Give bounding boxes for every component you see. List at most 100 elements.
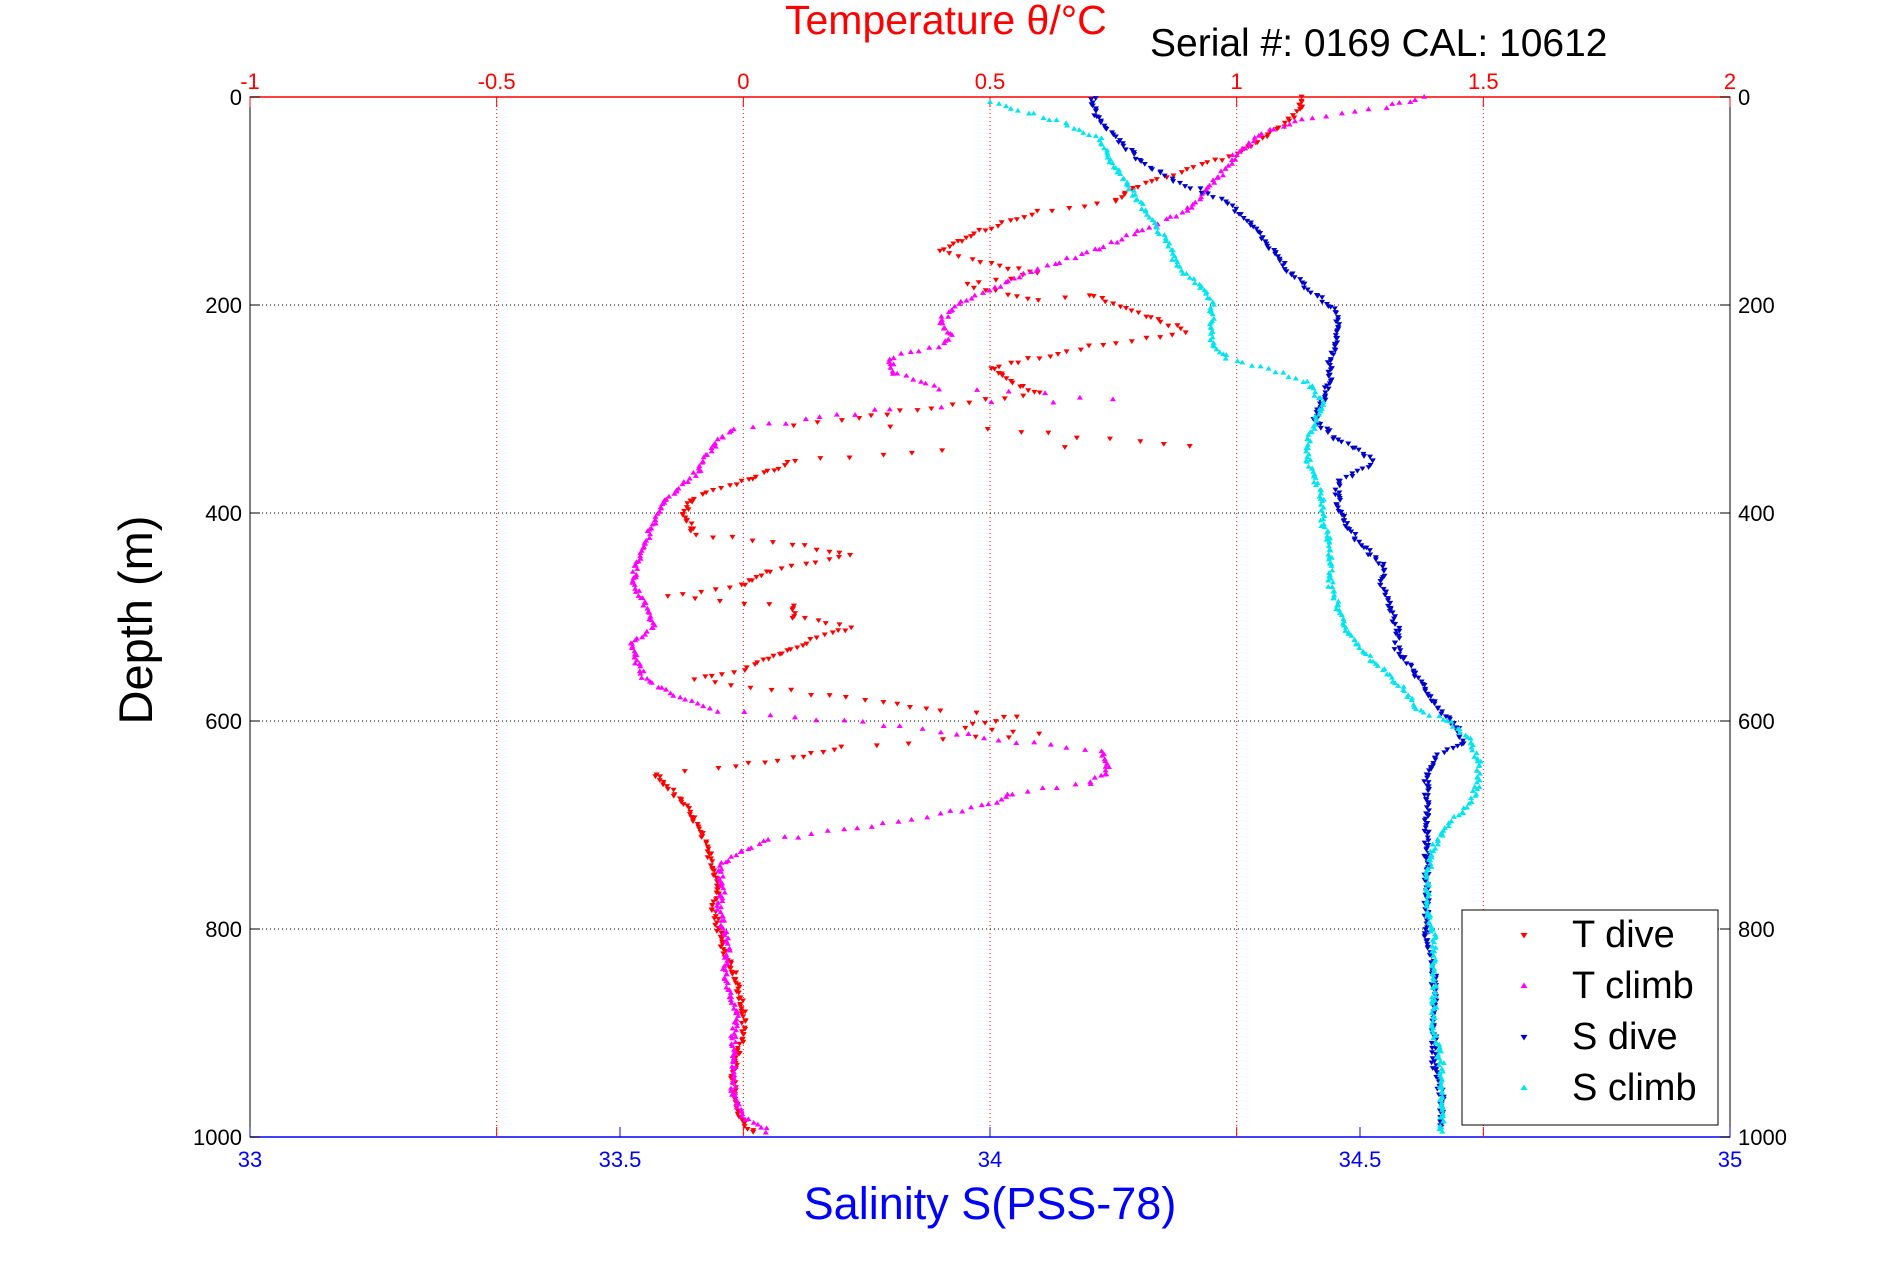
depth-tick-label-right: 1000: [1738, 1125, 1787, 1150]
data-point: [756, 841, 763, 847]
data-point: [1421, 828, 1428, 834]
data-point: [708, 908, 715, 913]
data-point: [974, 387, 981, 392]
data-point: [1170, 179, 1177, 184]
data-point: [1430, 952, 1437, 958]
data-point: [1013, 740, 1020, 746]
data-point: [838, 744, 845, 750]
data-point: [1090, 293, 1097, 299]
data-point: [1196, 281, 1203, 287]
data-point: [1424, 918, 1431, 924]
data-point: [789, 542, 796, 548]
data-point: [1408, 663, 1415, 669]
data-point: [1429, 1066, 1436, 1071]
data-point: [914, 408, 921, 413]
data-point: [776, 652, 783, 657]
data-point: [729, 534, 736, 540]
data-point: [1432, 1046, 1439, 1051]
data-point: [718, 936, 725, 942]
data-point: [720, 951, 727, 957]
data-point: [963, 235, 970, 241]
data-point: [1325, 583, 1332, 589]
data-point: [689, 499, 696, 505]
data-point: [1209, 328, 1216, 334]
data-point: [719, 895, 726, 901]
data-point: [1128, 308, 1135, 314]
data-point: [690, 496, 697, 502]
data-point: [1431, 966, 1438, 971]
data-point: [879, 820, 886, 826]
data-point: [723, 971, 730, 977]
data-point: [862, 697, 869, 703]
data-point: [1001, 396, 1008, 402]
data-point: [712, 587, 719, 593]
data-point: [629, 578, 636, 583]
data-point: [1444, 747, 1451, 753]
data-point: [1468, 799, 1475, 805]
depth-tick-label-right: 0: [1738, 85, 1750, 110]
data-point: [712, 922, 719, 928]
data-point: [1432, 993, 1439, 999]
data-point: [771, 468, 778, 474]
data-point: [1099, 295, 1106, 301]
data-point: [642, 631, 649, 637]
data-point: [968, 295, 975, 301]
data-point: [1427, 926, 1434, 931]
data-point: [1434, 706, 1441, 712]
data-point: [1128, 339, 1135, 345]
data-point: [631, 651, 638, 657]
data-point: [664, 786, 671, 792]
data-point: [750, 1130, 757, 1135]
data-point: [1316, 411, 1323, 417]
data-point: [633, 657, 640, 663]
data-point: [1307, 457, 1314, 462]
data-point: [1439, 1068, 1446, 1074]
data-point: [1473, 791, 1480, 797]
data-point: [1421, 682, 1428, 688]
data-point: [1134, 184, 1141, 190]
data-point: [1211, 179, 1218, 185]
data-point: [1336, 483, 1343, 489]
data-point: [1429, 1050, 1436, 1056]
data-point: [636, 588, 643, 593]
data-point: [638, 675, 645, 680]
data-point: [907, 349, 914, 354]
data-point: [922, 380, 929, 386]
data-point: [700, 454, 707, 460]
data-point: [1427, 860, 1434, 866]
data-point: [679, 592, 686, 597]
data-point: [1424, 831, 1431, 837]
data-point: [728, 1092, 735, 1097]
data-point: [1316, 493, 1323, 499]
data-point: [1072, 255, 1079, 261]
data-point: [1429, 937, 1436, 943]
data-point: [1448, 818, 1455, 824]
depth-tick-label-right: 800: [1738, 917, 1775, 942]
data-point: [790, 423, 797, 429]
data-point: [1102, 299, 1109, 305]
data-point: [1160, 441, 1167, 447]
data-point: [1338, 110, 1345, 116]
data-point: [694, 822, 701, 827]
data-point: [1076, 127, 1083, 132]
data-point: [1440, 717, 1447, 722]
data-point: [1055, 352, 1062, 357]
data-point: [1204, 295, 1211, 300]
data-point: [1100, 342, 1107, 348]
depth-tick-label-right: 400: [1738, 501, 1775, 526]
data-point: [706, 705, 713, 711]
data-point: [638, 547, 645, 553]
data-point: [1132, 192, 1139, 197]
data-point: [650, 620, 657, 626]
data-point: [848, 625, 855, 631]
data-point: [1380, 587, 1387, 592]
data-point: [951, 303, 958, 309]
data-point: [1468, 739, 1475, 745]
data-point: [1182, 184, 1189, 189]
data-point: [808, 692, 815, 698]
data-point: [1148, 179, 1155, 184]
data-point: [1349, 471, 1356, 477]
data-point: [688, 521, 695, 527]
data-point: [998, 796, 1005, 802]
data-point: [1209, 334, 1216, 340]
